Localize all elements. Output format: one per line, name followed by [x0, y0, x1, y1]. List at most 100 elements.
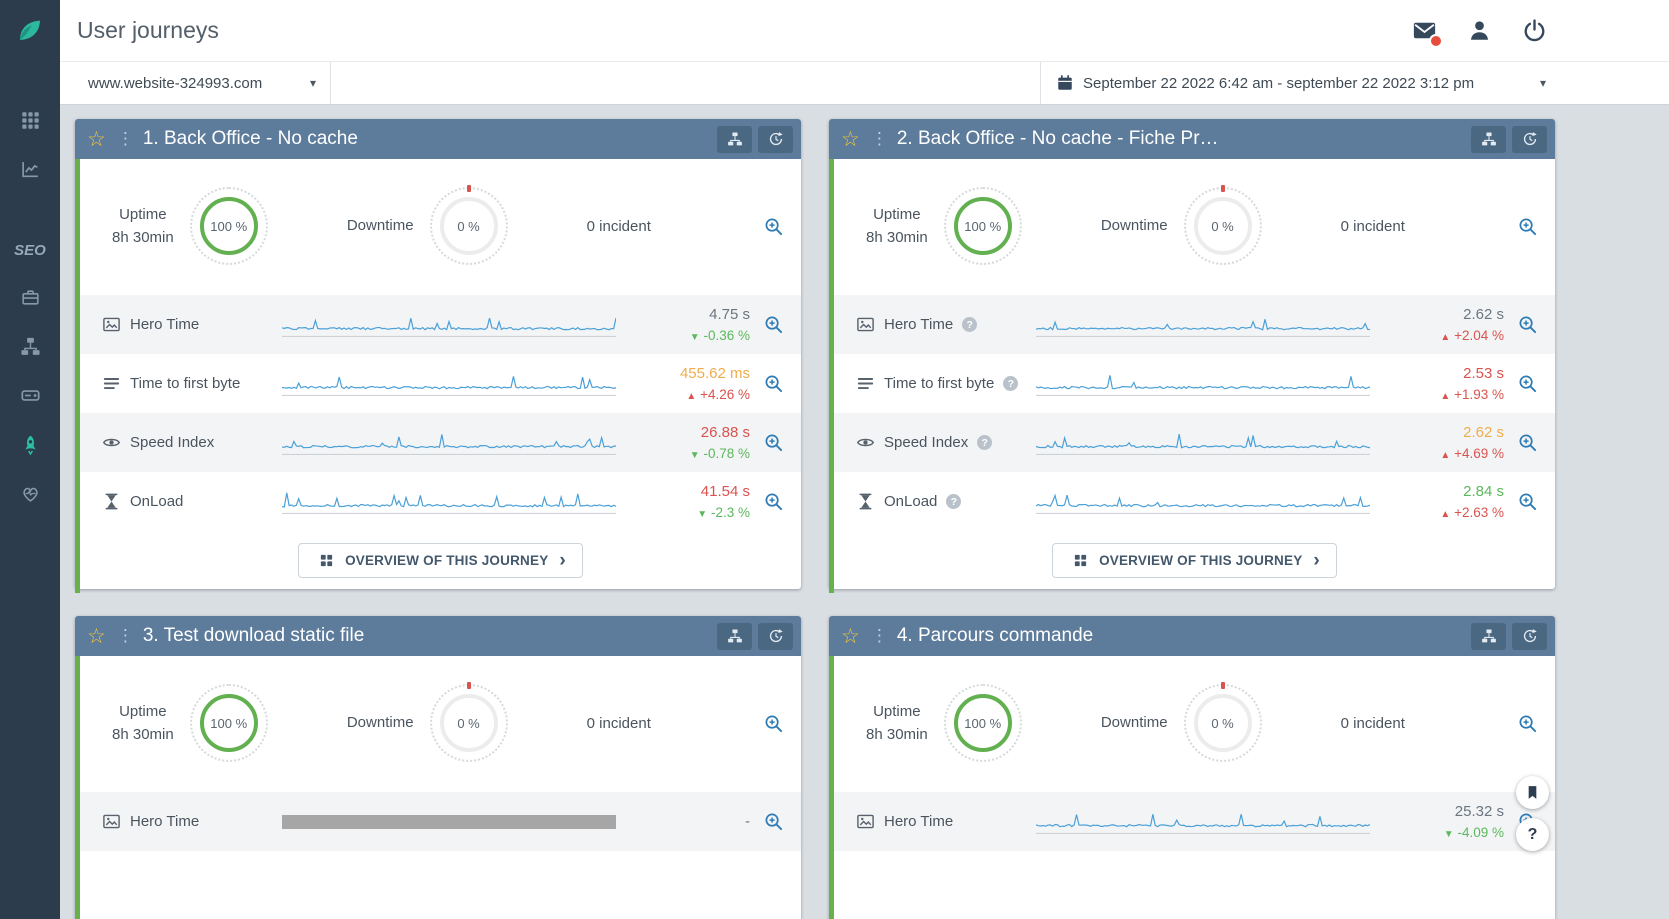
app-logo[interactable]	[0, 0, 60, 60]
journey-title: 1. Back Office - No cache	[142, 128, 358, 149]
journey-card-4: ☆ ⋮ 4. Parcours commande Uptime 8h 30min …	[829, 616, 1555, 919]
sparkline-chart	[1036, 306, 1370, 344]
hero-time-icon	[856, 812, 875, 831]
metric-change: ▼ -2.3 %	[697, 504, 750, 520]
favorite-star-icon[interactable]: ☆	[841, 624, 860, 648]
metric-label: Hero Time	[130, 316, 200, 333]
metric-change: ▲ +2.04 %	[1440, 327, 1504, 343]
trend-icon: ▼	[1443, 828, 1454, 840]
overview-journey-button[interactable]: OVERVIEW OF THIS JOURNEY ›	[1052, 543, 1337, 578]
briefcase-icon	[20, 287, 41, 308]
overview-journey-button[interactable]: OVERVIEW OF THIS JOURNEY ›	[298, 543, 583, 578]
grid-icon	[319, 553, 334, 568]
zoom-availability-button[interactable]	[1518, 714, 1537, 733]
toolbar-spacer	[331, 62, 1040, 104]
metric-change: ▲ +1.93 %	[1440, 386, 1504, 402]
help-button[interactable]: ?	[1516, 818, 1549, 851]
incident-count: 0 incident	[1340, 714, 1405, 732]
journey-title: 3. Test download static file	[142, 625, 365, 646]
zoom-metric-button[interactable]	[764, 433, 783, 452]
zoom-availability-button[interactable]	[764, 217, 783, 236]
drag-handle-icon[interactable]: ⋮	[116, 626, 134, 645]
zoom-metric-button[interactable]	[1518, 374, 1537, 393]
card-body: Uptime 8h 30min 100 % Downtime 0 % 0 inci…	[75, 159, 801, 593]
sidebar-item-servers[interactable]	[20, 385, 41, 406]
journey-history-button[interactable]	[1512, 622, 1547, 650]
availability-summary: Uptime 8h 30min 100 % Downtime 0 % 0 inci…	[834, 159, 1555, 295]
metric-row-hero-time: Hero Time? 2.62 s ▲ +2.04 %	[834, 295, 1555, 354]
zoom-metric-button[interactable]	[764, 315, 783, 334]
journey-history-button[interactable]	[758, 125, 793, 153]
availability-summary: Uptime 8h 30min 100 % Downtime 0 % 0 inci…	[834, 656, 1555, 792]
zoom-metric-button[interactable]	[1518, 492, 1537, 511]
metric-row-speed-index: Speed Index 26.88 s ▼ -0.78 %	[80, 413, 801, 472]
metric-value: 2.53 s	[1463, 364, 1504, 382]
chevron-right-icon: ›	[559, 549, 566, 571]
help-icon[interactable]: ?	[1003, 376, 1019, 391]
sidebar-item-analytics[interactable]	[20, 159, 41, 180]
sparkline-chart	[282, 365, 616, 403]
sitemap-icon	[1481, 628, 1497, 644]
heart-pulse-icon	[20, 483, 41, 504]
zoom-metric-button[interactable]	[764, 374, 783, 393]
chevron-down-icon: ▾	[1539, 76, 1546, 90]
metric-change: ▲ +4.26 %	[686, 386, 750, 402]
sidebar-item-business[interactable]	[20, 287, 41, 308]
journey-history-button[interactable]	[1512, 125, 1547, 153]
journey-steps-button[interactable]	[717, 622, 752, 650]
drag-handle-icon[interactable]: ⋮	[870, 626, 888, 645]
messages-button[interactable]	[1412, 18, 1443, 48]
metric-value: 41.54 s	[700, 482, 750, 500]
no-data-bar	[282, 803, 616, 841]
logout-button[interactable]	[1522, 18, 1547, 43]
website-select[interactable]: www.website-324993.com ▾	[60, 62, 331, 104]
date-range-picker[interactable]: September 22 2022 6:42 am - september 22…	[1040, 62, 1562, 104]
sidebar-item-health[interactable]	[20, 483, 41, 504]
sidebar-item-sitemap[interactable]	[20, 336, 41, 357]
help-icon[interactable]: ?	[962, 317, 978, 332]
metric-row-onload: OnLoad 41.54 s ▼ -2.3 %	[80, 472, 801, 531]
metric-value: 4.75 s	[709, 305, 750, 323]
favorite-star-icon[interactable]: ☆	[87, 624, 106, 648]
availability-summary: Uptime 8h 30min 100 % Downtime 0 % 0 inci…	[80, 656, 801, 792]
drag-handle-icon[interactable]: ⋮	[116, 129, 134, 148]
favorite-star-icon[interactable]: ☆	[841, 127, 860, 151]
journey-steps-button[interactable]	[1471, 622, 1506, 650]
zoom-metric-button[interactable]	[1518, 433, 1537, 452]
metric-row-hero-time: Hero Time 25.32 s ▼ -4.09 %	[834, 792, 1555, 851]
trend-icon: ▲	[1440, 508, 1451, 520]
journey-steps-button[interactable]	[1471, 125, 1506, 153]
sidebar-item-user-journeys[interactable]	[20, 434, 41, 455]
uptime-gauge: 100 %	[189, 187, 268, 265]
sitemap-icon	[727, 628, 743, 644]
drag-handle-icon[interactable]: ⋮	[870, 129, 888, 148]
sidebar: SEO	[0, 0, 60, 919]
sidebar-item-seo[interactable]: SEO	[14, 242, 46, 259]
help-icon[interactable]: ?	[946, 494, 962, 509]
uptime-label: Uptime 8h 30min	[866, 205, 928, 246]
journey-steps-button[interactable]	[717, 125, 752, 153]
uptime-label: Uptime 8h 30min	[112, 205, 174, 246]
sidebar-item-dashboard[interactable]	[20, 110, 41, 131]
metric-rows: Hero Time? 2.62 s ▲ +2.04 % Time to firs…	[834, 295, 1555, 531]
sparkline-chart	[1036, 424, 1370, 462]
account-button[interactable]	[1467, 18, 1492, 43]
favorite-star-icon[interactable]: ☆	[87, 127, 106, 151]
trend-icon: ▲	[1440, 331, 1451, 343]
history-icon	[768, 131, 784, 147]
downtime-label: Downtime	[346, 217, 414, 235]
availability-summary: Uptime 8h 30min 100 % Downtime 0 % 0 inci…	[80, 159, 801, 295]
history-icon	[768, 628, 784, 644]
bookmark-button[interactable]	[1516, 776, 1549, 809]
magnifier-plus-icon	[1518, 492, 1537, 511]
help-icon[interactable]: ?	[977, 435, 993, 450]
metric-row-speed-index: Speed Index? 2.62 s ▲ +4.69 %	[834, 413, 1555, 472]
zoom-metric-button[interactable]	[764, 812, 783, 831]
downtime-gauge: 0 %	[429, 187, 508, 265]
zoom-metric-button[interactable]	[1518, 315, 1537, 334]
zoom-availability-button[interactable]	[764, 714, 783, 733]
zoom-metric-button[interactable]	[764, 492, 783, 511]
journey-history-button[interactable]	[758, 622, 793, 650]
zoom-availability-button[interactable]	[1518, 217, 1537, 236]
metric-row-ttfb: Time to first byte? 2.53 s ▲ +1.93 %	[834, 354, 1555, 413]
